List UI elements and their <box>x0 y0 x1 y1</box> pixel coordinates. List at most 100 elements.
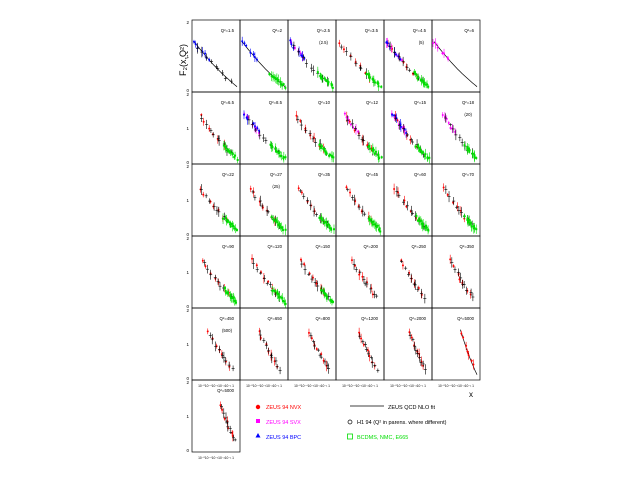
data-point <box>256 127 259 130</box>
data-point <box>422 80 425 83</box>
panel-q2-label: Q²=70 <box>462 172 475 177</box>
data-point <box>316 71 319 74</box>
data-point <box>436 46 439 49</box>
data-point <box>354 264 357 267</box>
panel-frame <box>191 379 241 453</box>
data-point <box>274 220 277 223</box>
panel: Q²=3.5 <box>335 19 385 93</box>
data-point <box>278 222 281 225</box>
data-point <box>372 148 375 151</box>
data-point <box>281 299 284 302</box>
data-point <box>371 293 374 296</box>
panel-q2-label: Q²=1200 <box>361 316 378 321</box>
data-point <box>273 290 276 293</box>
data-point <box>468 222 471 225</box>
data-point <box>365 73 368 76</box>
legend-h1-marker <box>347 419 353 425</box>
data-point <box>399 58 402 61</box>
data-point <box>223 287 226 290</box>
panel-q2-label: Q²=2000 <box>409 316 426 321</box>
data-point <box>419 147 422 150</box>
data-point <box>343 112 346 115</box>
data-point <box>377 156 380 159</box>
data-point <box>380 85 383 88</box>
panel-q2-label: Q²=250 <box>412 244 427 249</box>
data-point <box>242 113 245 116</box>
data-point <box>447 122 450 125</box>
data-point <box>358 273 361 276</box>
data-point <box>345 186 348 189</box>
data-point <box>299 258 302 261</box>
data-point <box>233 227 236 230</box>
data-point <box>253 56 256 59</box>
data-point <box>320 217 323 220</box>
panel: Q²=35 <box>287 163 337 237</box>
panel: Q²=2 <box>239 19 289 93</box>
data-point <box>445 117 448 120</box>
data-point <box>468 150 471 153</box>
y-tick-label: 1 <box>186 342 189 347</box>
data-point <box>447 57 450 60</box>
data-point <box>467 147 470 150</box>
data-point <box>413 71 416 74</box>
data-point <box>416 350 419 353</box>
panel-q2-label: Q²=60 <box>414 172 427 177</box>
data-point <box>327 81 330 84</box>
panel: Q²=1200 10⁻⁵10⁻⁴10⁻³10⁻²10⁻¹ 1 <box>335 307 385 388</box>
data-point <box>466 350 469 353</box>
y-tick-label: 1 <box>186 54 189 59</box>
data-point <box>424 153 427 156</box>
x-tick-labels: 10⁻⁵10⁻⁴10⁻³10⁻²10⁻¹ 1 <box>198 384 234 388</box>
data-point <box>325 221 328 224</box>
y-tick-label: 2 <box>186 20 189 25</box>
panel-h1-q2-note: (500) <box>222 328 233 333</box>
data-point <box>252 53 255 56</box>
data-point <box>367 73 370 76</box>
panel-q2-label: Q²=4.5 <box>413 28 427 33</box>
panel-q2-label: Q²=5000 <box>217 388 234 393</box>
data-point <box>350 259 353 262</box>
x-tick-labels: 10⁻⁵10⁻⁴10⁻³10⁻²10⁻¹ 1 <box>294 384 330 388</box>
panel-h1-q2-note: (25) <box>272 184 280 189</box>
data-point <box>460 332 463 335</box>
data-point <box>268 73 271 76</box>
data-point <box>473 156 476 159</box>
y-tick-label: 2 <box>186 308 189 313</box>
data-point <box>326 80 329 83</box>
data-point <box>251 257 254 260</box>
data-point <box>393 114 396 117</box>
data-point <box>377 154 380 157</box>
panel-q2-label: Q²=2.5 <box>317 28 331 33</box>
data-point <box>468 219 471 222</box>
panel-q2-label: Q²=6 <box>464 28 474 33</box>
data-point <box>361 275 364 278</box>
data-point <box>200 113 203 116</box>
panel: Q²=10 <box>287 91 337 165</box>
data-point <box>280 226 283 229</box>
data-point <box>259 271 262 274</box>
panel: Q²=60 <box>383 163 433 237</box>
data-point <box>380 156 383 159</box>
data-point <box>417 287 420 290</box>
data-point <box>273 76 276 79</box>
data-point <box>274 78 277 81</box>
panel: Q²=4.5 (5) <box>383 19 433 93</box>
data-point <box>332 228 335 231</box>
data-point <box>368 76 371 79</box>
data-point <box>201 259 204 262</box>
data-point <box>443 52 446 55</box>
data-point <box>271 289 274 292</box>
data-point <box>458 278 461 281</box>
data-point <box>379 230 382 233</box>
data-point <box>420 293 423 296</box>
data-point <box>330 154 333 157</box>
data-point <box>386 42 389 45</box>
data-point <box>368 144 371 147</box>
data-point <box>269 143 272 146</box>
data-point <box>278 295 281 298</box>
y-tick-label: 0 <box>186 304 189 309</box>
data-point <box>416 219 419 222</box>
data-point <box>283 300 286 303</box>
data-point <box>275 77 278 80</box>
